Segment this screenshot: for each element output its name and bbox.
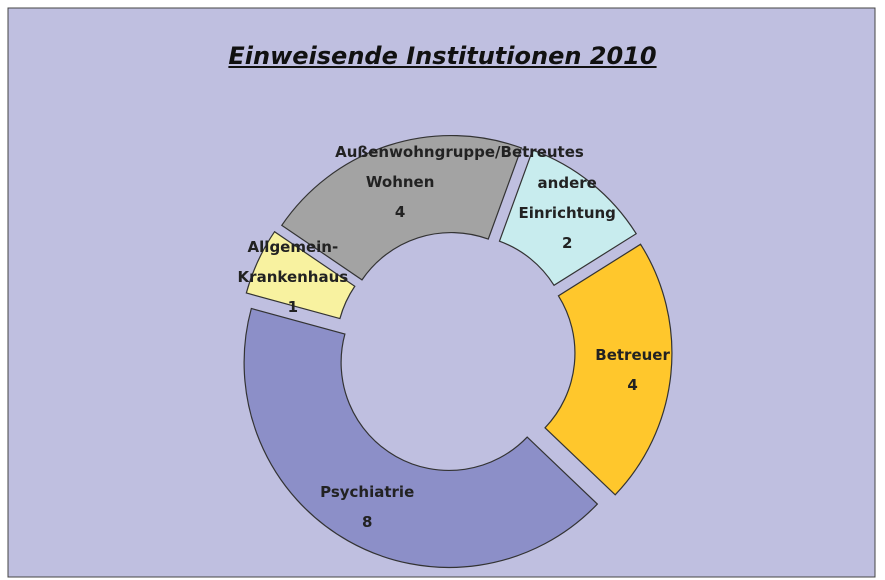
chart-title: Einweisende Institutionen 2010 [228, 42, 657, 70]
slice-label: Psychiatrie [320, 483, 415, 502]
slice-label: Außenwohngruppe/Betreutes Wohnen [335, 143, 584, 192]
slice-value: 2 [561, 234, 573, 253]
slice-label: Betreuer [595, 346, 670, 364]
slice-value: 4 [394, 203, 406, 222]
slice-value: 8 [361, 513, 373, 532]
slice-value: 4 [627, 376, 638, 394]
donut-slice [498, 149, 638, 287]
slice-label: Allgemein-Krankenhaus [237, 238, 349, 287]
slice-value: 1 [287, 298, 299, 317]
donut-slice [280, 134, 523, 281]
donut-slice [243, 307, 599, 569]
donut-slice [544, 243, 673, 496]
donut-slice [245, 230, 356, 320]
slice-label: andere Einrichtung [518, 174, 616, 223]
